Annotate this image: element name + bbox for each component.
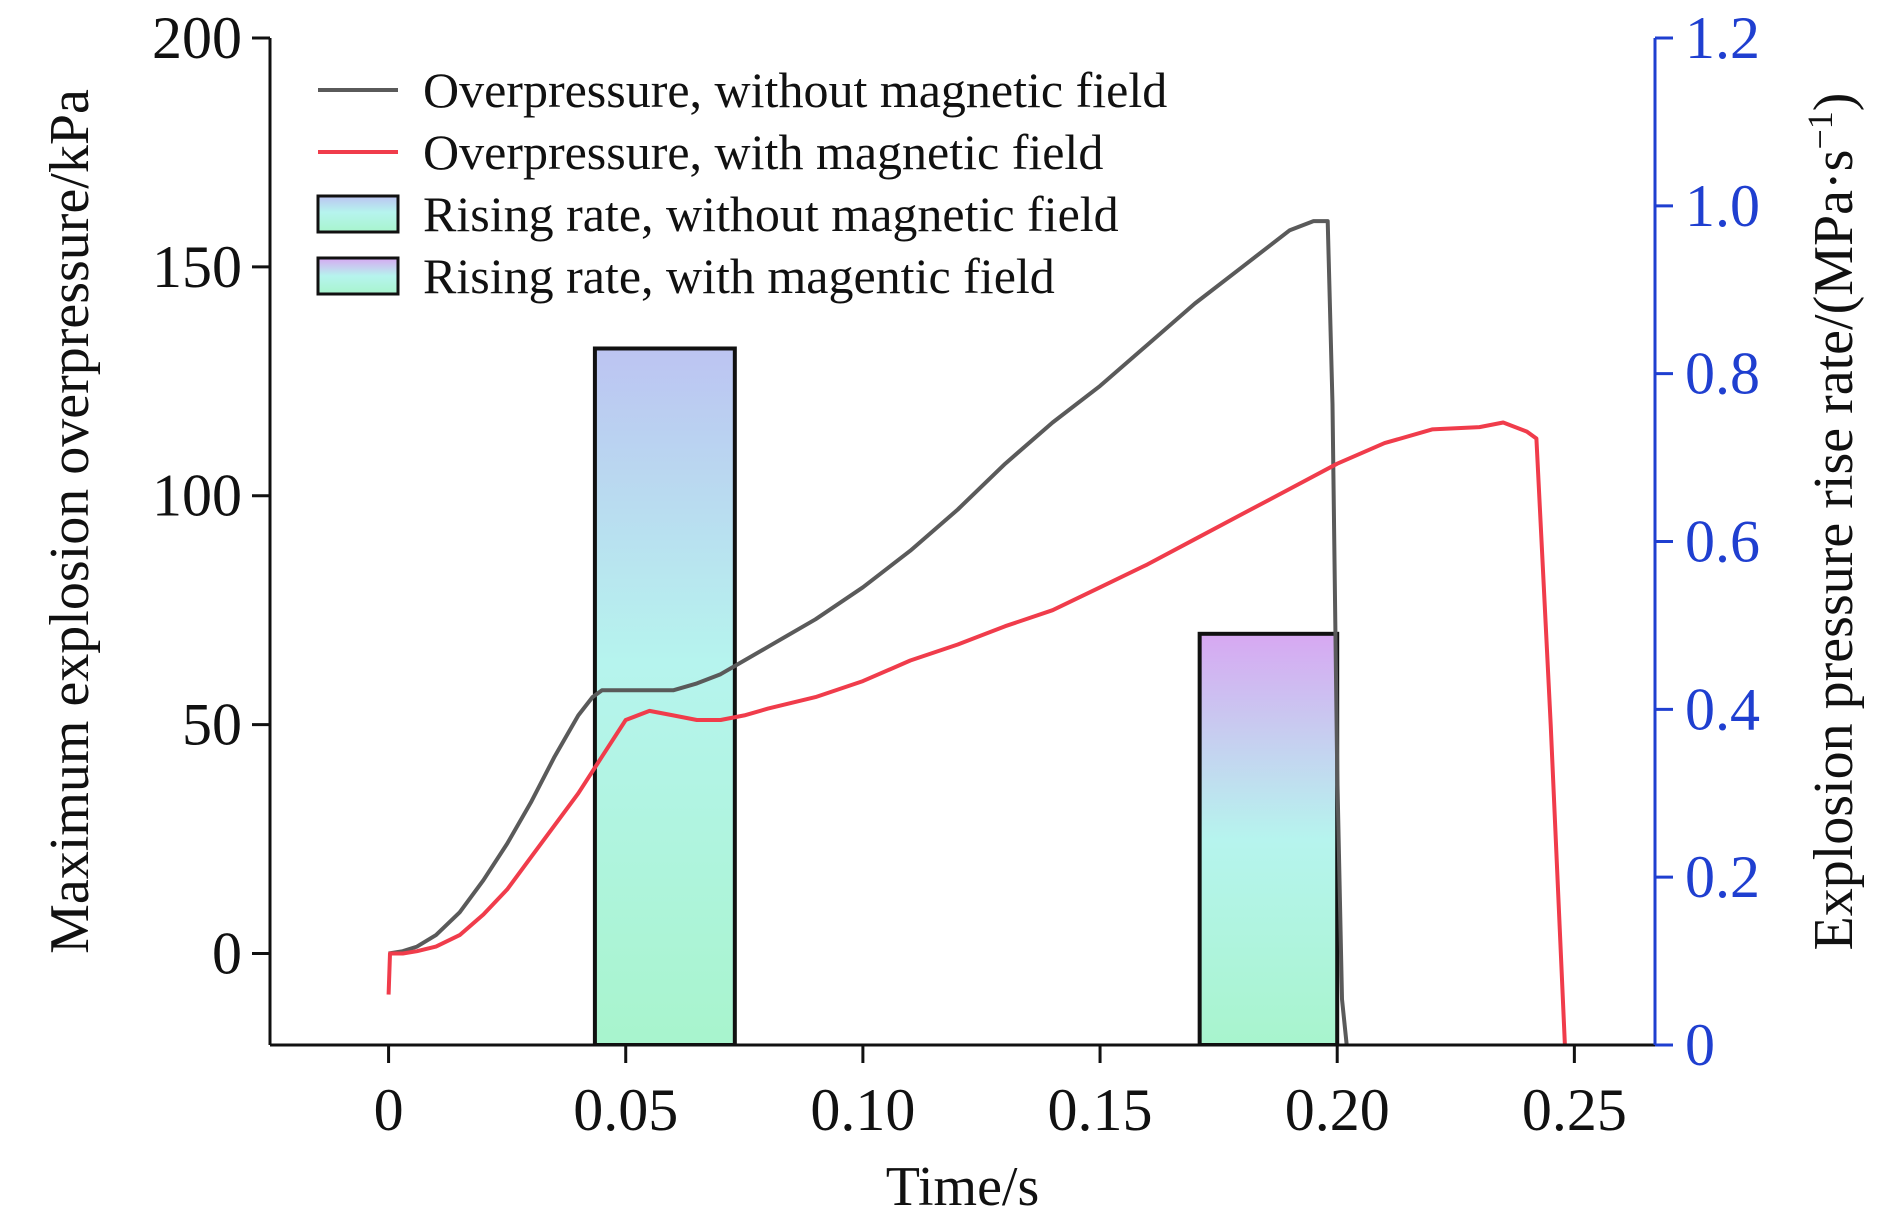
bar-rise-rate-without-field [592,346,737,1045]
legend-label: Rising rate, without magnetic field [423,186,1119,242]
x-tick-label: 0 [374,1077,404,1143]
bars-layer [592,346,1340,1045]
y-axis-title: Maximum explosion overpressure/kPa [39,89,101,954]
lines-layer [386,219,1567,1045]
y2-axis-title-sup: −1 [1800,111,1840,149]
y-tick-label: 50 [182,692,242,758]
line-overpressure-without-field [388,219,1349,1045]
x-axis-title: Time/s [886,1156,1040,1218]
y2-axis-title-close: ) [1803,93,1865,112]
x-tick-label: 0.15 [1048,1077,1153,1143]
y-tick-label: 200 [152,5,242,71]
x-tick-label: 0.05 [573,1077,678,1143]
y2-tick-label: 1.0 [1685,173,1760,239]
legend-label: Overpressure, without magnetic field [423,62,1167,118]
ticks-layer: 0 0.05 0.10 0.15 0.20 0.25 0 50 100 150 200 0 0.2 0.4… [152,5,1760,1143]
line-overpressure-with-field [386,420,1567,1045]
legend-swatch-without-bar [316,194,400,234]
y2-tick-label: 1.2 [1685,5,1760,71]
legend-swatch-with-bar [316,256,400,296]
y2-axis-title-main: Explosion pressure rise rate/(MPa·s [1803,150,1865,951]
y-tick-label: 0 [212,920,242,986]
legend-label: Rising rate, with magentic field [423,248,1055,304]
y2-tick-label: 0.4 [1685,676,1760,742]
labels-layer: Time/s Maximum explosion overpressure/kPa… [39,89,1865,1218]
x-tick-label: 0.25 [1522,1077,1627,1143]
x-tick-label: 0.10 [810,1077,915,1143]
y2-axis-title: Explosion pressure rise rate/(MPa·s−1) [1800,93,1865,951]
legend: Overpressure, without magnetic field Over… [316,62,1167,304]
y-tick-label: 100 [152,463,242,529]
y2-tick-label: 0.2 [1685,844,1760,910]
legend-label: Overpressure, with magnetic field [423,124,1103,180]
y2-tick-label: 0.6 [1685,509,1760,575]
y2-tick-label: 0.8 [1685,341,1760,407]
x-tick-label: 0.20 [1285,1077,1390,1143]
bar-rise-rate-with-field [1197,631,1340,1045]
y-tick-label: 150 [152,234,242,300]
y2-tick-label: 0 [1685,1012,1715,1078]
